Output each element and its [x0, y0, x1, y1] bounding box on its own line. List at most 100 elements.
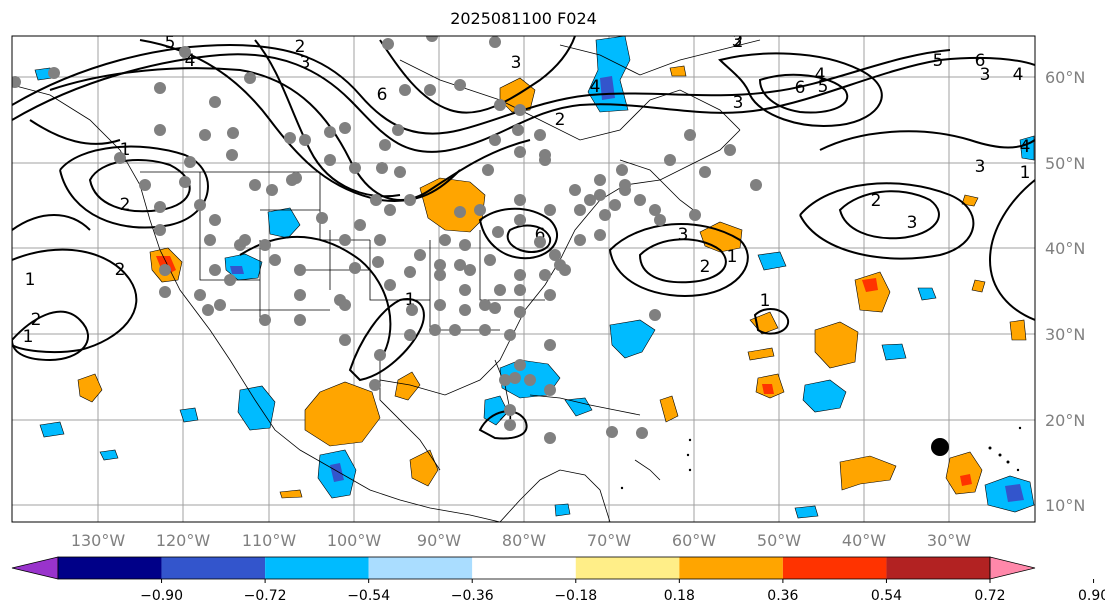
station-marker	[290, 172, 302, 184]
station-marker	[544, 432, 556, 444]
station-marker	[449, 324, 461, 336]
colorbar-extend-low	[11, 556, 59, 580]
map-frame	[11, 35, 1036, 523]
longitude-label: 50°W	[757, 531, 801, 550]
station-marker	[649, 204, 661, 216]
station-marker	[154, 201, 166, 213]
station-marker	[404, 266, 416, 278]
contour-label: 6	[795, 78, 806, 98]
colorbar-segment	[265, 557, 369, 579]
contour-label: 3	[300, 53, 311, 73]
station-marker	[414, 249, 426, 261]
station-marker	[294, 264, 306, 276]
colorbar-tick-label: −0.54	[347, 588, 390, 604]
station-marker	[684, 129, 696, 141]
latitude-labels: 60°N 50°N 40°N 30°N 20°N 10°N	[1045, 68, 1085, 515]
station-marker	[339, 234, 351, 246]
station-marker	[244, 72, 256, 84]
colorbar-tick-label: −0.18	[554, 588, 597, 604]
station-marker	[544, 289, 556, 301]
station-marker	[464, 264, 476, 276]
station-marker	[139, 179, 151, 191]
latitude-label: 40°N	[1045, 239, 1085, 258]
station-marker	[12, 76, 21, 88]
station-marker	[224, 274, 236, 286]
station-marker	[376, 162, 388, 174]
island-dots	[620, 426, 1022, 490]
station-marker	[459, 304, 471, 316]
contour-label: 2	[700, 257, 711, 277]
colorbar-outline	[57, 556, 991, 580]
station-marker	[209, 264, 221, 276]
station-marker	[202, 304, 214, 316]
station-marker	[616, 164, 628, 176]
station-marker	[594, 189, 606, 201]
latitude-label: 60°N	[1045, 68, 1085, 87]
station-marker	[259, 314, 271, 326]
contour-label: 3	[907, 213, 918, 233]
station-marker	[439, 234, 451, 246]
station-marker	[514, 269, 526, 281]
station-marker	[399, 84, 411, 96]
longitude-label: 110°W	[242, 531, 297, 550]
station-marker	[324, 154, 336, 166]
station-marker	[374, 349, 386, 361]
station-marker	[406, 304, 418, 316]
station-marker	[294, 314, 306, 326]
station-marker	[426, 36, 438, 42]
station-marker	[599, 209, 611, 221]
station-marker	[574, 234, 586, 246]
colorbar-segment	[679, 557, 783, 579]
colorbar-tick-label: −0.36	[451, 588, 494, 604]
latitude-label: 20°N	[1045, 411, 1085, 430]
contour-label: 2	[115, 260, 126, 280]
colorbar-tick-label: 0.18	[664, 588, 695, 604]
station-marker	[159, 264, 171, 276]
contour-label: 6	[377, 85, 388, 105]
contour-label: 5	[165, 33, 176, 53]
station-marker	[316, 212, 328, 224]
station-marker	[544, 204, 556, 216]
station-marker	[649, 309, 661, 321]
station-marker	[199, 129, 211, 141]
longitude-label: 70°W	[587, 531, 631, 550]
contour-label: 6	[535, 225, 546, 245]
station-marker	[154, 124, 166, 136]
station-marker	[544, 339, 556, 351]
station-marker	[484, 254, 496, 266]
contour-label: 2	[295, 37, 306, 57]
station-marker	[259, 239, 271, 251]
station-marker	[179, 176, 191, 188]
contour-label: 4	[185, 51, 196, 71]
station-marker	[249, 179, 261, 191]
station-marker	[514, 194, 526, 206]
station-marker	[514, 146, 526, 158]
station-marker	[724, 144, 736, 156]
strong-negative-anomaly-fills	[230, 76, 1024, 502]
colorbar-tick-labels: −0.90 −0.72 −0.54 −0.36 −0.18 0.18 0.36 0.54 0.7…	[140, 579, 1105, 604]
station-marker	[459, 284, 471, 296]
station-marker	[504, 404, 516, 416]
station-marker	[534, 236, 546, 248]
station-marker	[204, 234, 216, 246]
station-marker	[284, 132, 296, 144]
station-marker	[584, 194, 596, 206]
contour-label: 3	[732, 31, 743, 51]
station-marker	[184, 156, 196, 168]
station-marker	[299, 134, 311, 146]
contour-label: 3	[678, 225, 689, 245]
colorbar-tick-label: −0.90	[140, 588, 183, 604]
station-marker	[154, 224, 166, 236]
colorbar-segment	[886, 557, 990, 579]
station-marker	[524, 374, 536, 386]
colorbar-tick-label: 0.36	[767, 588, 798, 604]
map-title: 2025081100 F024	[450, 9, 597, 28]
station-marker	[434, 269, 446, 281]
contour-lines	[12, 36, 1035, 440]
station-marker	[209, 214, 221, 226]
longitude-label: 80°W	[502, 531, 546, 550]
station-marker	[339, 334, 351, 346]
station-marker	[514, 214, 526, 226]
station-marker	[384, 204, 396, 216]
station-marker	[226, 149, 238, 161]
